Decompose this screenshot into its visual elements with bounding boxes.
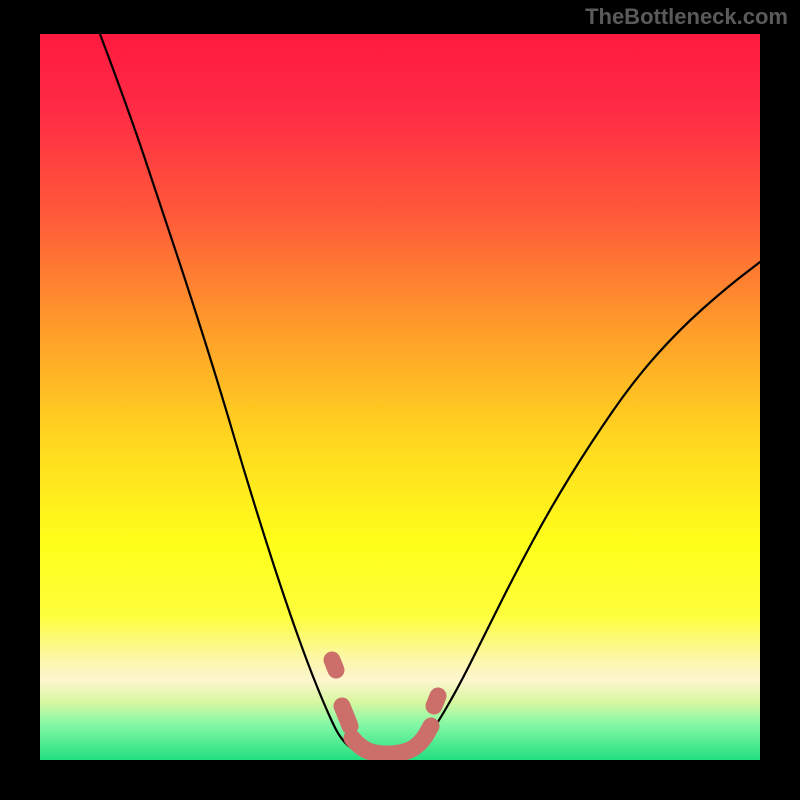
valley-overlay-segment	[434, 696, 438, 706]
curve-layer	[40, 34, 760, 760]
valley-overlay-segment	[332, 660, 336, 670]
plot-area	[40, 34, 760, 760]
bottleneck-curve	[100, 34, 760, 756]
valley-overlay-segment	[352, 726, 431, 754]
valley-overlay-segment	[342, 706, 350, 726]
watermark-text: TheBottleneck.com	[585, 4, 788, 30]
